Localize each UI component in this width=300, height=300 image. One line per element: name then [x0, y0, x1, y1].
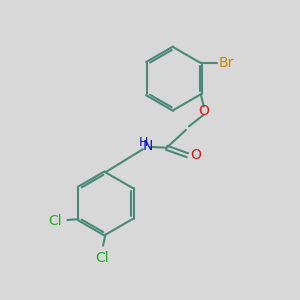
Text: N: N: [143, 139, 153, 153]
Text: Br: Br: [219, 56, 234, 70]
Text: O: O: [198, 103, 209, 118]
Text: Cl: Cl: [96, 251, 109, 265]
Text: H: H: [139, 136, 148, 149]
Text: Cl: Cl: [48, 214, 62, 228]
Text: O: O: [190, 148, 201, 162]
